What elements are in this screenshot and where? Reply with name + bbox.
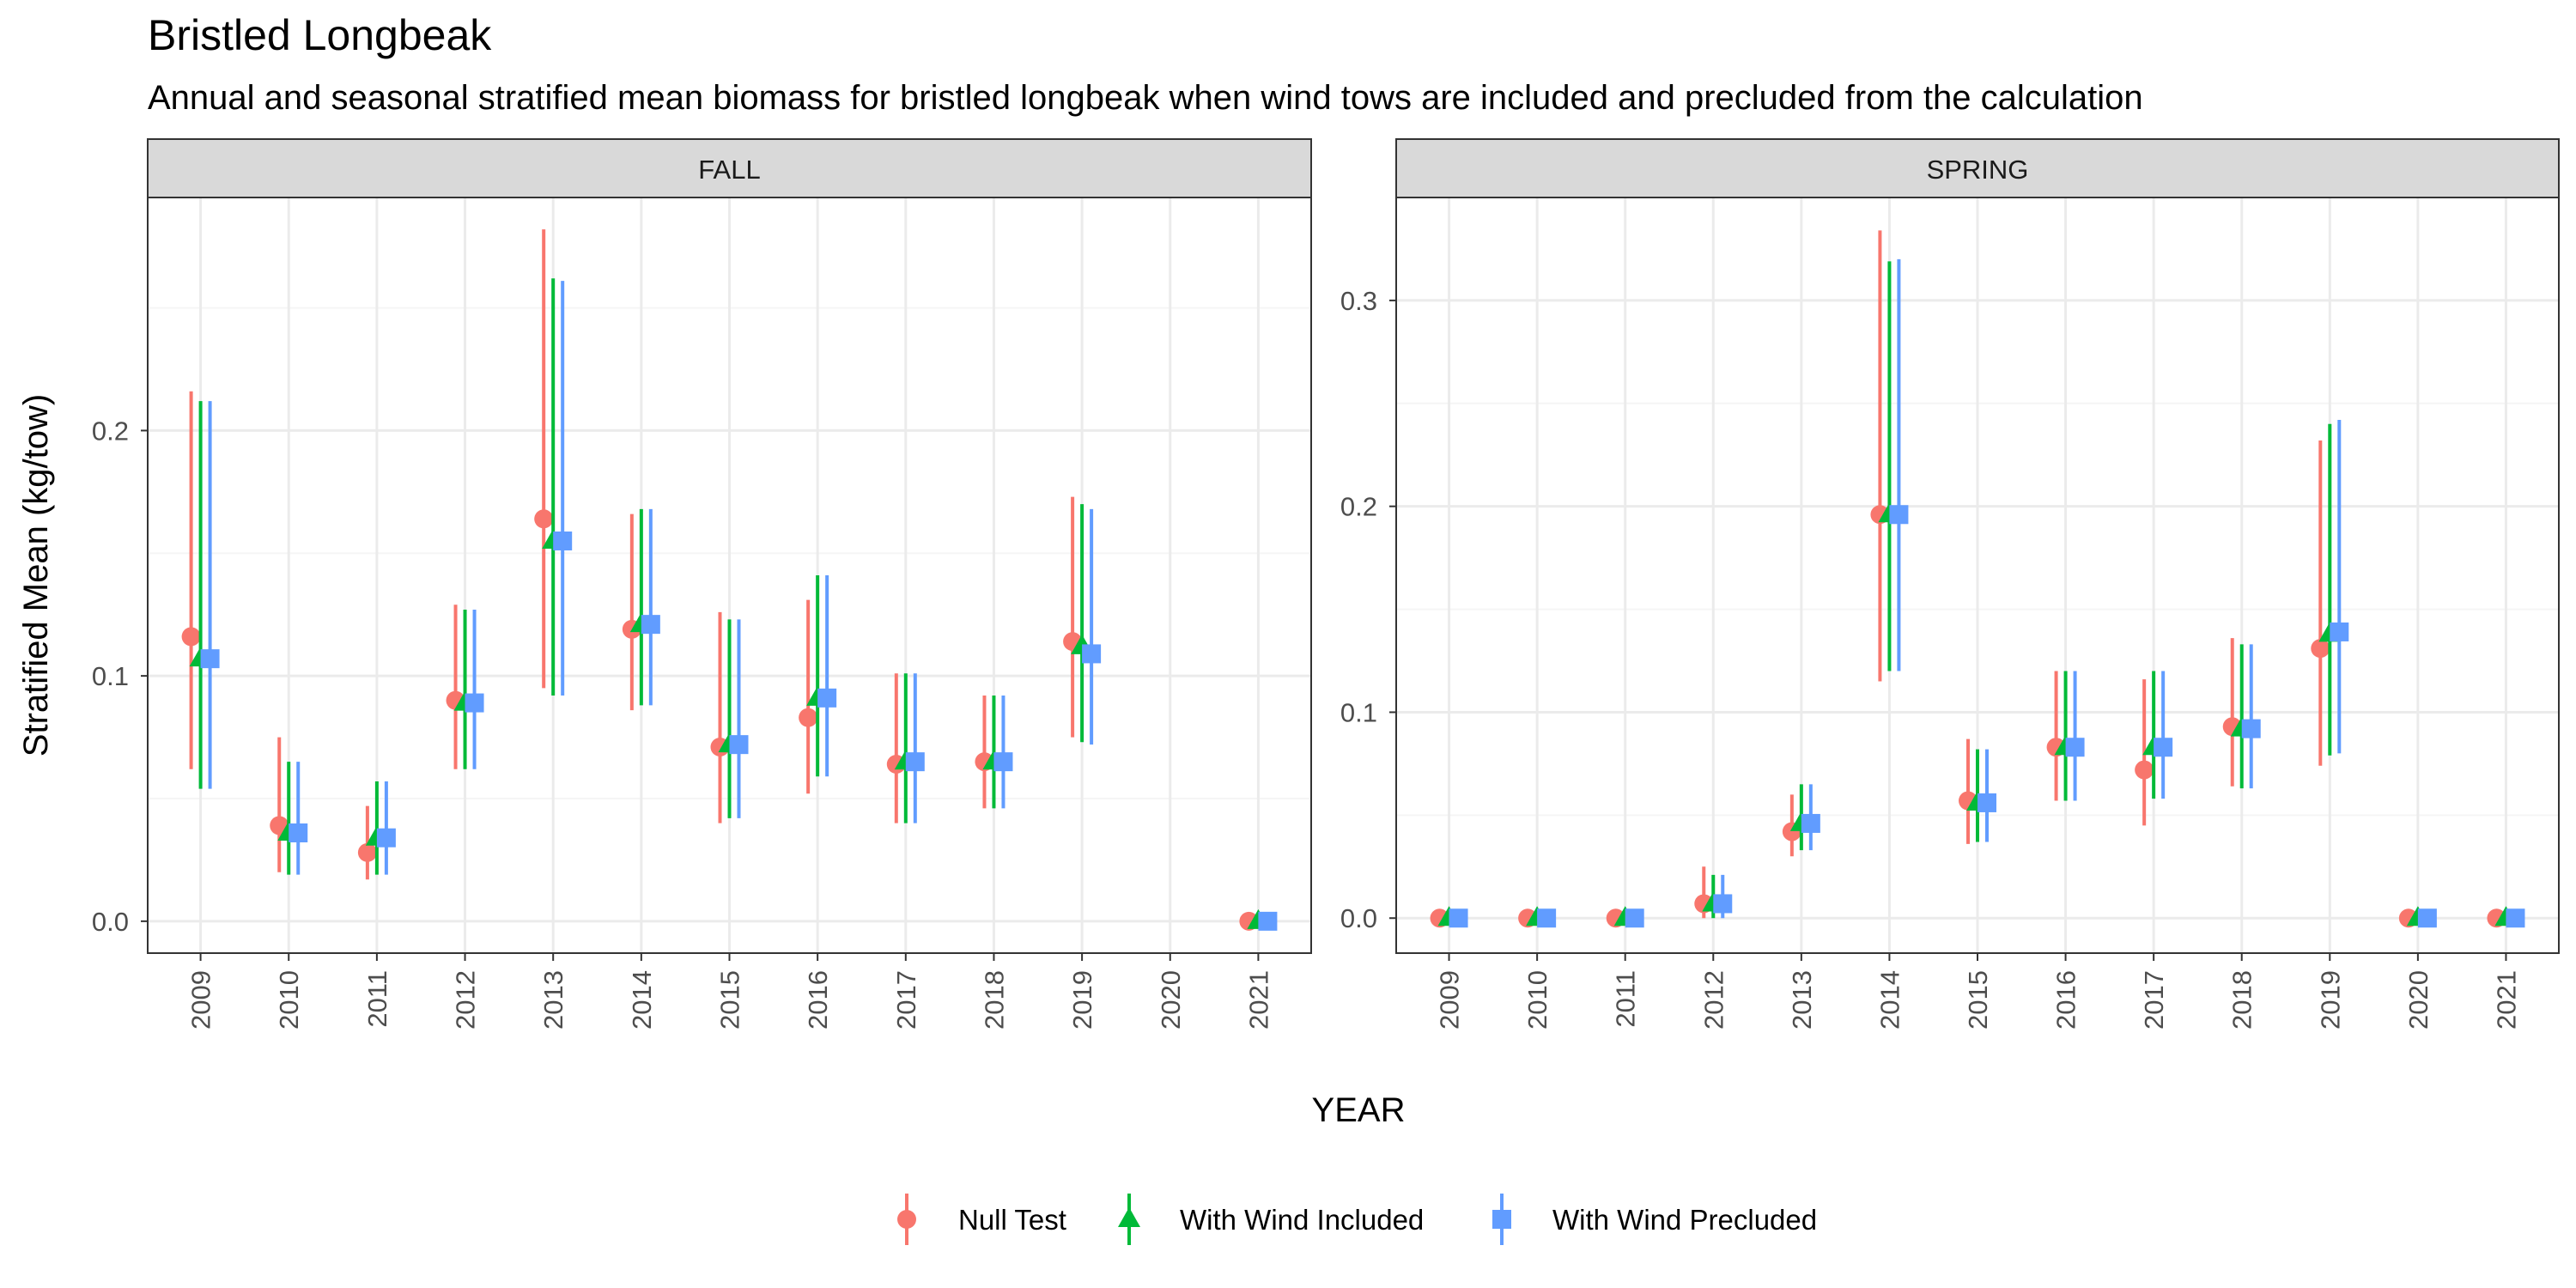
data-point [289,823,308,842]
y-tick-label: 0.2 [1340,492,1377,522]
data-point [1978,793,1996,812]
legend-key-marker [1118,1207,1140,1227]
x-tick-label: 2012 [1698,970,1728,1030]
data-point [1801,813,1820,833]
facet-strip [147,138,1312,198]
series-with-wind-precluded [200,281,1278,931]
data-point [1082,644,1102,664]
data-point [2065,738,2085,757]
chart-subtitle: Annual and seasonal stratified mean biom… [148,79,2143,117]
facet-strip [1395,138,2560,198]
data-point [799,708,818,727]
data-point [376,828,396,848]
data-point [2330,622,2349,641]
data-point [357,842,377,862]
series-null-test [181,229,1259,931]
data-point [2241,719,2261,738]
legend-item: With Wind Included [1118,1194,1424,1245]
data-point [1258,911,1278,931]
legend-key-marker [1492,1210,1511,1229]
data-point [1537,908,1557,928]
series-with-wind-precluded [1449,258,2525,928]
x-tick-label: 2020 [1156,970,1186,1030]
y-tick-label: 0.0 [92,907,129,937]
x-tick-label: 2016 [803,970,833,1030]
x-tick-label: 2011 [1611,970,1641,1028]
x-tick-label: 2014 [1874,970,1905,1030]
legend-label: With Wind Included [1180,1204,1424,1236]
x-tick-label: 2009 [186,970,216,1030]
x-tick-label: 2021 [2491,970,2521,1030]
x-tick-label: 2017 [891,970,921,1030]
x-axis-title: YEAR [1312,1091,1406,1129]
data-point [1625,908,1644,928]
x-tick-label: 2019 [2315,970,2345,1030]
facet-strip-label: FALL [698,155,760,185]
x-tick-label: 2012 [451,970,481,1030]
y-tick-label: 0.1 [1340,697,1377,727]
data-point [1889,505,1909,525]
data-point [729,735,749,755]
x-tick-label: 2017 [2139,970,2169,1030]
x-tick-label: 2018 [979,970,1009,1030]
legend-item: Null Test [897,1194,1066,1245]
data-point [1713,894,1733,914]
x-tick-label: 2013 [538,970,568,1030]
x-tick-label: 2014 [627,970,657,1030]
legend-key-marker [897,1210,916,1229]
data-point [641,615,660,635]
data-point [553,532,573,550]
x-tick-label: 2015 [1963,970,1993,1030]
data-point [465,693,484,713]
x-tick-label: 2019 [1067,970,1097,1030]
legend-label: With Wind Precluded [1552,1204,1817,1236]
legend: Null Test With Wind Included With Wind Pre… [897,1194,1817,1245]
facet-strip-label: SPRING [1927,155,2029,185]
data-point [181,627,201,647]
y-tick-label: 0.0 [1340,903,1377,933]
data-point [534,509,554,529]
data-point [2154,738,2173,757]
data-point [2311,639,2330,659]
x-tick-label: 2021 [1243,970,1273,1030]
data-point [200,649,220,669]
y-tick-label: 0.1 [92,661,129,691]
x-tick-label: 2016 [2051,970,2081,1030]
y-axis-title: Stratified Mean (kg/tow) [17,394,55,756]
data-point [905,752,925,772]
data-point [993,752,1013,772]
panel-spring: 0.0 0.1 0.2 0.3 2009 2010 2011 2012 2013 2014 2015… [1340,138,2560,1030]
data-point [1449,908,1468,928]
x-tick-label: 2010 [274,970,304,1030]
x-tick-label: 2011 [362,970,392,1028]
data-point [2417,908,2437,928]
y-tick-label: 0.2 [92,416,129,446]
x-tick-label: 2010 [1522,970,1552,1030]
x-tick-label: 2013 [1787,970,1817,1030]
data-point [817,688,837,708]
legend-item: With Wind Precluded [1492,1194,1817,1245]
x-tick-label: 2020 [2403,970,2433,1030]
data-point [2135,760,2154,780]
data-point [2506,908,2525,928]
legend-label: Null Test [958,1204,1066,1236]
x-tick-label: 2009 [1435,970,1465,1030]
x-tick-label: 2018 [2227,970,2257,1030]
chart-title: Bristled Longbeak [148,11,492,59]
y-tick-label: 0.3 [1340,286,1377,316]
x-tick-label: 2015 [715,970,745,1030]
panel-fall: 0.0 0.1 0.2 2009 2010 2011 2012 2013 2014 2015 201… [92,138,1312,1030]
